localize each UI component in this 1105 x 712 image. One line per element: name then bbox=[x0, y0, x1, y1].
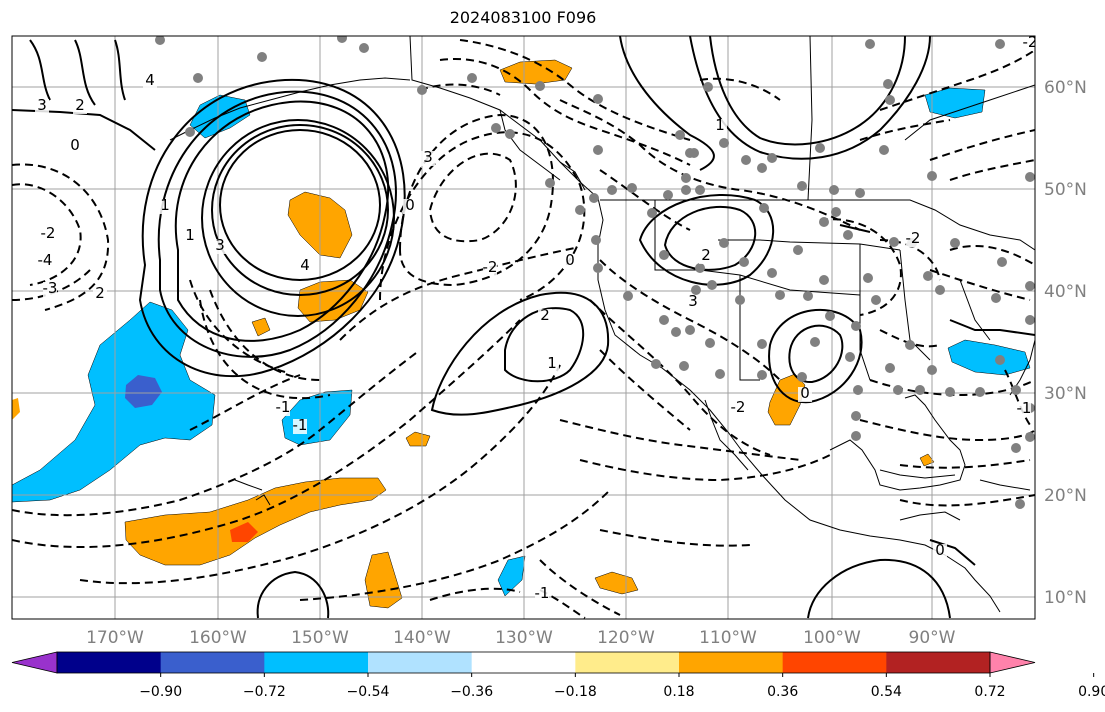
colorbar-extend-max bbox=[989, 651, 1036, 674]
contour-label: 3 bbox=[215, 236, 225, 254]
longitude-label: 100°W bbox=[803, 628, 861, 648]
longitude-label: 120°W bbox=[597, 628, 655, 648]
contour-label: 0 bbox=[935, 541, 945, 559]
colorbar-tick-label: −0.36 bbox=[450, 684, 493, 700]
contour-label: 0 bbox=[565, 251, 575, 269]
colorbar-segment bbox=[886, 652, 991, 673]
contour-label: 3 bbox=[37, 96, 47, 114]
latitude-label: 20°N bbox=[1044, 486, 1087, 506]
contour-label: -1 bbox=[276, 398, 291, 416]
colorbar-segment bbox=[679, 652, 784, 673]
contour-lines bbox=[12, 36, 1035, 619]
latitude-label: 10°N bbox=[1044, 588, 1087, 608]
latitude-label: 50°N bbox=[1044, 180, 1087, 200]
colorbar-tick-label: 0.54 bbox=[871, 684, 902, 700]
contour-label: -1 bbox=[1017, 399, 1032, 417]
colorbar-extend-min bbox=[11, 651, 58, 674]
colorbar-tick-label: −0.54 bbox=[347, 684, 390, 700]
longitude-label: 110°W bbox=[699, 628, 757, 648]
contour-label: -4 bbox=[38, 251, 53, 269]
colorbar-segment bbox=[782, 652, 887, 673]
colorbar-tick-label: −0.18 bbox=[554, 684, 597, 700]
colorbar-segment bbox=[57, 652, 162, 673]
positive-anomaly-south1 bbox=[364, 551, 403, 609]
colorbar-tick-label: 0.90 bbox=[1078, 684, 1105, 700]
contour-label: 0 bbox=[800, 384, 810, 402]
colorbar-tick-label: 0.72 bbox=[974, 684, 1005, 700]
longitude-label: 90°W bbox=[909, 628, 956, 648]
contour-label: -1 bbox=[535, 584, 550, 602]
contour-label: -2 bbox=[731, 398, 746, 416]
contour-label: 2 bbox=[95, 284, 105, 302]
longitude-label: 160°W bbox=[189, 628, 247, 648]
colorbar bbox=[11, 651, 1036, 674]
positive-anomaly-small1 bbox=[251, 317, 271, 337]
colorbar-segment bbox=[368, 652, 473, 673]
latitude-label: 30°N bbox=[1044, 384, 1087, 404]
negative-anomaly-west bbox=[12, 301, 216, 503]
longitude-label: 140°W bbox=[393, 628, 451, 648]
longitude-label: 130°W bbox=[495, 628, 553, 648]
strong-negative-anomaly bbox=[125, 375, 162, 408]
positive-anomaly-subtropic bbox=[124, 477, 387, 566]
contour-label: -3 bbox=[43, 279, 58, 297]
plot-frame bbox=[11, 35, 1036, 620]
colorbar-tick-label: 0.36 bbox=[767, 684, 798, 700]
latitude-label: 60°N bbox=[1044, 78, 1087, 98]
positive-anomaly-north bbox=[499, 59, 573, 85]
colorbar-segment bbox=[264, 652, 369, 673]
contour-label: -2 bbox=[41, 224, 56, 242]
colorbar-tick-label: −0.72 bbox=[243, 684, 286, 700]
longitude-labels: 170°W 160°W 150°W 140°W 130°W 120°W 110°W 100°W… bbox=[86, 628, 956, 648]
colorbar-segment bbox=[575, 652, 680, 673]
contour-label: 0 bbox=[405, 196, 415, 214]
contour-label: 0 bbox=[70, 136, 80, 154]
colorbar-tick-label: 0.18 bbox=[663, 684, 694, 700]
contour-label: 1 bbox=[715, 116, 725, 134]
positive-anomaly-edge bbox=[12, 398, 20, 420]
station-markers bbox=[155, 36, 1035, 509]
contour-label: 2 bbox=[540, 306, 550, 324]
contour-label: -2 bbox=[483, 258, 498, 276]
colorbar-segment bbox=[160, 652, 265, 673]
latitude-labels: 60°N 50°N 40°N 30°N 20°N 10°N bbox=[1044, 78, 1087, 608]
contour-label: 2 bbox=[75, 96, 85, 114]
contour-label: 1 bbox=[547, 354, 557, 372]
longitude-label: 170°W bbox=[86, 628, 144, 648]
contour-label: -1 bbox=[293, 416, 308, 434]
contour-label: -2 bbox=[906, 229, 921, 247]
colorbar-tick-labels: −0.90 −0.72 −0.54 −0.36 −0.18 0.18 0.36 0.54 0.7… bbox=[139, 673, 1105, 700]
shaded-anomalies bbox=[12, 59, 1031, 609]
positive-anomaly-core bbox=[230, 522, 258, 542]
contour-label: 2 bbox=[701, 246, 711, 264]
colorbar-segment bbox=[471, 652, 576, 673]
longitude-label: 150°W bbox=[291, 628, 349, 648]
positive-anomaly-small2 bbox=[405, 431, 431, 447]
colorbar-tick-label: −0.90 bbox=[139, 684, 182, 700]
contour-label: -2 bbox=[1023, 33, 1038, 51]
positive-anomaly-small3 bbox=[919, 453, 935, 467]
contour-label: 4 bbox=[145, 71, 155, 89]
latitude-label: 40°N bbox=[1044, 282, 1087, 302]
contour-label: 1 bbox=[185, 226, 195, 244]
contour-label: 3 bbox=[688, 292, 698, 310]
negative-anomaly-east bbox=[924, 87, 986, 119]
positive-anomaly-south2 bbox=[594, 571, 639, 595]
coastlines bbox=[169, 36, 1035, 613]
negative-anomaly-gulf bbox=[947, 339, 1031, 376]
contour-label: 3 bbox=[423, 148, 433, 166]
contour-label: 4 bbox=[300, 256, 310, 274]
map-title: 2024083100 F096 bbox=[449, 8, 597, 27]
contour-label: 1 bbox=[160, 196, 170, 214]
